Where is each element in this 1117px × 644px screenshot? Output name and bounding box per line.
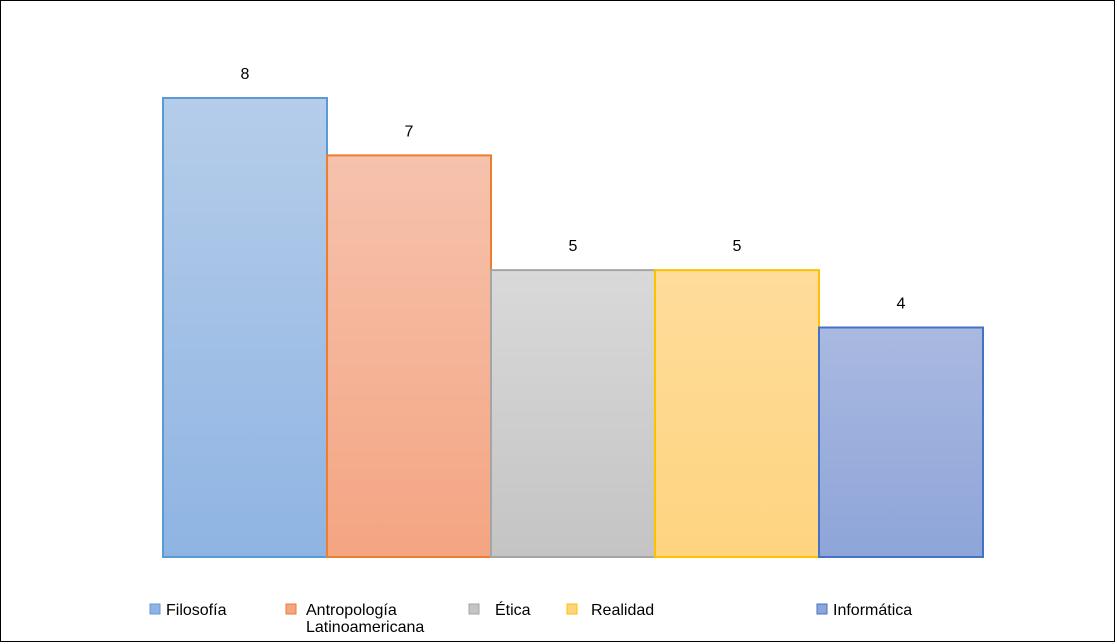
value-label-3: 5 xyxy=(569,238,578,255)
bar-3 xyxy=(490,269,656,558)
legend-item-4: Realidad xyxy=(566,602,654,619)
legend-swatch-5 xyxy=(816,603,828,615)
bar-2 xyxy=(326,154,492,558)
legend-swatch-2 xyxy=(285,603,297,615)
value-label-2: 7 xyxy=(405,123,414,140)
bars-layer xyxy=(162,97,984,558)
value-label-5: 4 xyxy=(897,296,906,313)
legend-swatch-3 xyxy=(468,603,480,615)
legend-label-4: Realidad xyxy=(591,602,654,619)
bar-4 xyxy=(654,269,820,558)
legend-item-1: Filosofía xyxy=(149,602,227,619)
legend-swatch-1 xyxy=(149,603,161,615)
legend-item-3: Ética xyxy=(468,600,531,619)
bar-5 xyxy=(818,326,984,558)
legend-swatch-4 xyxy=(566,603,578,615)
bar-1 xyxy=(162,97,328,558)
legend-label-3: Ética xyxy=(495,600,531,619)
value-label-4: 5 xyxy=(733,238,742,255)
legend-item-5: Informática xyxy=(816,602,912,619)
value-labels-layer: 8 7 5 5 4 xyxy=(241,66,906,313)
legend-label-2-line-1: Antropología xyxy=(306,602,397,619)
legend-label-1: Filosofía xyxy=(166,602,227,619)
value-label-1: 8 xyxy=(241,66,250,83)
legend-label-5: Informática xyxy=(833,602,912,619)
legend-label-2-line-2: Latinoamericana xyxy=(306,619,424,636)
